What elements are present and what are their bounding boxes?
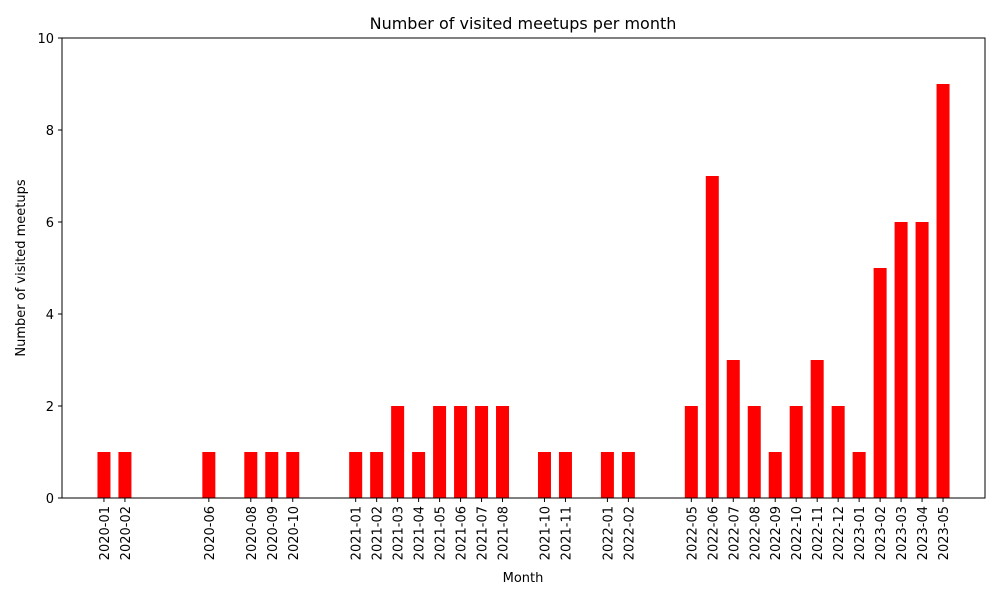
x-tick-label: 2022-09: [769, 506, 784, 560]
bar-2021-07: [475, 406, 489, 498]
x-tick-label: 2021-04: [413, 506, 428, 560]
bar-2020-06: [202, 452, 216, 498]
bar-2021-08: [496, 406, 510, 498]
y-tick-label: 2: [46, 400, 54, 415]
x-tick-label: 2022-12: [832, 506, 847, 560]
x-tick-label: 2021-06: [455, 506, 470, 560]
bar-2022-11: [810, 360, 824, 498]
bar-2021-01: [349, 452, 363, 498]
x-tick-label: 2023-05: [937, 506, 952, 560]
x-tick-label: 2022-06: [706, 506, 721, 560]
x-tick-label: 2021-05: [434, 506, 449, 560]
bar-2020-01: [97, 452, 111, 498]
y-axis: 0 2 4 6 8 10: [37, 32, 62, 507]
x-tick-label: 2021-01: [350, 506, 365, 560]
bar-2021-10: [537, 452, 551, 498]
bar-2022-02: [621, 452, 635, 498]
x-tick-label: 2020-01: [98, 506, 113, 560]
bar-2020-02: [118, 452, 132, 498]
x-tick-label: 2021-07: [476, 506, 491, 560]
bar-2023-02: [873, 268, 887, 498]
bar-2022-09: [768, 452, 782, 498]
bar-2023-01: [852, 452, 866, 498]
x-tick-label: 2020-09: [266, 506, 281, 560]
x-tick-label: 2021-11: [559, 506, 574, 560]
y-tick-label: 4: [46, 308, 54, 323]
bar-2021-05: [433, 406, 447, 498]
bar-2021-03: [391, 406, 405, 498]
bar-2021-11: [558, 452, 572, 498]
bar-2020-09: [265, 452, 279, 498]
bar-2023-05: [936, 84, 950, 498]
y-tick-label: 6: [46, 216, 54, 231]
x-tick-label: 2021-03: [392, 506, 407, 560]
x-tick-label: 2021-08: [497, 506, 512, 560]
y-tick-label: 8: [46, 124, 54, 139]
x-tick-label: 2022-10: [790, 506, 805, 560]
x-tick-label: 2022-07: [727, 506, 742, 560]
x-tick-label: 2022-02: [622, 506, 637, 560]
x-tick-label: 2020-06: [203, 506, 218, 560]
x-tick-label: 2023-03: [895, 506, 910, 560]
x-axis: 2020-01 2020-02 2020-06 2020-08 2020-09 2020-…: [98, 498, 952, 560]
x-tick-label: 2023-01: [853, 506, 868, 560]
chart-title: Number of visited meetups per month: [370, 14, 677, 33]
bar-2023-04: [915, 222, 929, 498]
bar-2022-12: [831, 406, 845, 498]
bar-2022-10: [789, 406, 803, 498]
x-tick-label: 2020-08: [245, 506, 260, 560]
x-tick-label: 2022-01: [601, 506, 616, 560]
x-tick-label: 2022-11: [811, 506, 826, 560]
bar-2022-01: [600, 452, 614, 498]
x-tick-label: 2022-08: [748, 506, 763, 560]
bar-series: [97, 84, 950, 498]
x-tick-label: 2022-05: [685, 506, 700, 560]
bar-2022-08: [747, 406, 761, 498]
bar-2022-07: [726, 360, 740, 498]
y-tick-label: 0: [46, 492, 54, 507]
x-tick-label: 2020-10: [287, 506, 302, 560]
bar-2022-05: [684, 406, 698, 498]
x-tick-label: 2021-10: [538, 506, 553, 560]
y-tick-label: 10: [37, 32, 54, 47]
bar-2021-02: [370, 452, 384, 498]
bar-2020-08: [244, 452, 258, 498]
bar-2023-03: [894, 222, 908, 498]
x-tick-label: 2021-02: [371, 506, 386, 560]
bar-2022-06: [705, 176, 719, 498]
bar-2020-10: [286, 452, 300, 498]
x-tick-label: 2023-04: [916, 506, 931, 560]
x-axis-title: Month: [503, 571, 544, 586]
bar-2021-04: [412, 452, 426, 498]
x-tick-label: 2023-02: [874, 506, 889, 560]
x-tick-label: 2020-02: [119, 506, 134, 560]
plot-frame: [61, 37, 986, 499]
bar-2021-06: [454, 406, 468, 498]
y-axis-title: Number of visited meetups: [14, 179, 29, 356]
